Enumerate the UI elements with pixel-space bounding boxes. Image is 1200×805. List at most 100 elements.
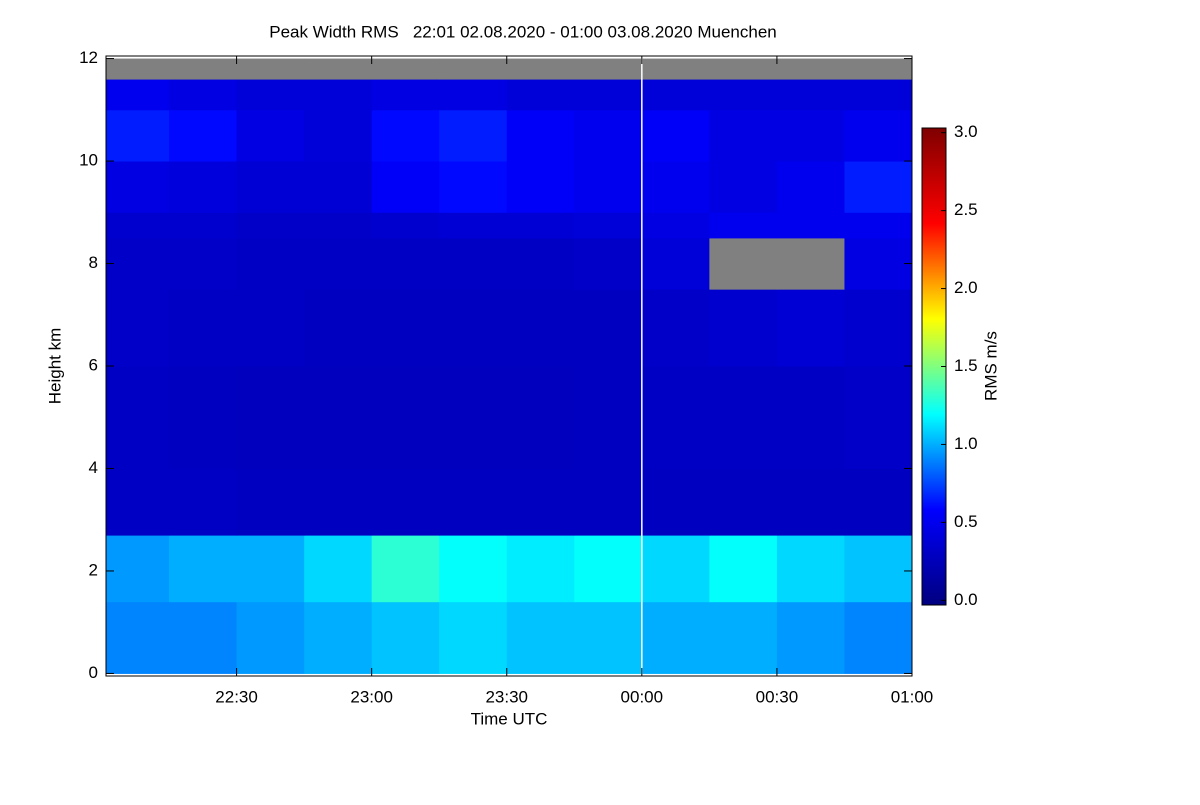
heatmap-cell — [106, 366, 170, 469]
x-tick-label: 23:30 — [485, 687, 528, 706]
heatmap-cell — [641, 468, 710, 536]
heatmap-cell — [844, 535, 913, 603]
heatmap-cell — [106, 161, 170, 213]
heatmap-cell — [304, 289, 373, 367]
heatmap-cell — [304, 601, 373, 674]
x-tick-label: 01:00 — [891, 687, 934, 706]
y-tick-label: 12 — [79, 48, 98, 67]
missing-cell — [106, 58, 170, 80]
heatmap-cell — [574, 601, 643, 674]
heatmap-cell — [709, 79, 778, 111]
heatmap-cell — [371, 468, 440, 536]
heatmap-cell — [236, 535, 305, 603]
heatmap-cell — [439, 109, 508, 162]
heatmap-cell — [574, 237, 643, 290]
missing-cell — [709, 237, 778, 290]
heatmap-cell — [844, 289, 913, 367]
heatmap-cell — [574, 161, 643, 213]
heatmap-cell — [641, 366, 710, 469]
colorbar-tick-label: 1.5 — [954, 356, 978, 375]
heatmap-cell — [439, 535, 508, 603]
heatmap-cell — [304, 535, 373, 603]
heatmap-cell — [776, 601, 845, 674]
heatmap-cell — [371, 366, 440, 469]
heatmap-cell — [776, 109, 845, 162]
missing-cell — [776, 237, 845, 290]
heatmap-cell — [844, 601, 913, 674]
heatmap-cell — [439, 212, 508, 239]
heatmap-cell — [304, 212, 373, 239]
heatmap-cell — [304, 161, 373, 213]
heatmap-cell — [709, 601, 778, 674]
heatmap-cell — [371, 289, 440, 367]
missing-cell — [169, 58, 238, 80]
heatmap-cell — [169, 109, 238, 162]
heatmap-cell — [106, 212, 170, 239]
missing-cell — [304, 58, 373, 80]
heatmap-cell — [439, 237, 508, 290]
y-tick-label: 6 — [89, 355, 98, 374]
heatmap-cell — [574, 79, 643, 111]
colorbar-tick-label: 2.0 — [954, 278, 978, 297]
heatmap-cell — [236, 212, 305, 239]
heatmap-cell — [709, 366, 778, 469]
heatmap-cell — [439, 468, 508, 536]
heatmap-cell — [439, 289, 508, 367]
heatmap-cell — [371, 161, 440, 213]
heatmap-cell — [169, 366, 238, 469]
heatmap-cell — [506, 535, 575, 603]
heatmap-cell — [236, 237, 305, 290]
missing-cell — [641, 58, 710, 80]
missing-cell — [506, 58, 575, 80]
heatmap-cell — [304, 237, 373, 290]
heatmap-cell — [106, 601, 170, 674]
y-axis-label: Height km — [45, 328, 64, 405]
heatmap-cell — [506, 366, 575, 469]
heatmap-cell — [844, 109, 913, 162]
heatmap-cell — [371, 601, 440, 674]
heatmap-cell — [169, 161, 238, 213]
heatmap-cell — [106, 535, 170, 603]
heatmap-cell — [574, 468, 643, 536]
heatmap-cell — [506, 161, 575, 213]
heatmap-cell — [371, 109, 440, 162]
colorbar-tick-label: 3.0 — [954, 122, 978, 141]
missing-cell — [574, 58, 643, 80]
heatmap-cell — [776, 289, 845, 367]
heatmap-cell — [574, 109, 643, 162]
heatmap-cell — [641, 212, 710, 239]
heatmap-cell — [169, 601, 238, 674]
heatmap-cell — [709, 109, 778, 162]
heatmap-cell — [106, 237, 170, 290]
heatmap-cell — [641, 601, 710, 674]
heatmap-cell — [776, 366, 845, 469]
heatmap-cell — [236, 601, 305, 674]
heatmap-cell — [574, 289, 643, 367]
colorbar-tick-label: 0.0 — [954, 590, 978, 609]
colorbar-tick-label: 1.0 — [954, 434, 978, 453]
missing-cell — [371, 58, 440, 80]
x-tick-label: 00:30 — [756, 687, 799, 706]
heatmap-cell — [574, 366, 643, 469]
heatmap-cell — [439, 161, 508, 213]
heatmap-cell — [106, 468, 170, 536]
x-tick-label: 23:00 — [350, 687, 393, 706]
heatmap-cell — [641, 535, 710, 603]
missing-cell — [236, 58, 305, 80]
heatmap-cell — [776, 161, 845, 213]
heatmap-cell — [844, 468, 913, 536]
missing-cell — [709, 58, 778, 80]
heatmap-cell — [776, 535, 845, 603]
heatmap-cell — [776, 212, 845, 239]
y-tick-label: 2 — [89, 560, 98, 579]
heatmap-cell — [169, 535, 238, 603]
heatmap-cell — [506, 468, 575, 536]
heatmap-cell — [776, 468, 845, 536]
heatmap-cell — [506, 79, 575, 111]
heatmap-cell — [236, 161, 305, 213]
y-tick-label: 10 — [79, 151, 98, 170]
heatmap-cell — [844, 79, 913, 111]
heatmap-cell — [371, 79, 440, 111]
heatmap-cell — [371, 237, 440, 290]
